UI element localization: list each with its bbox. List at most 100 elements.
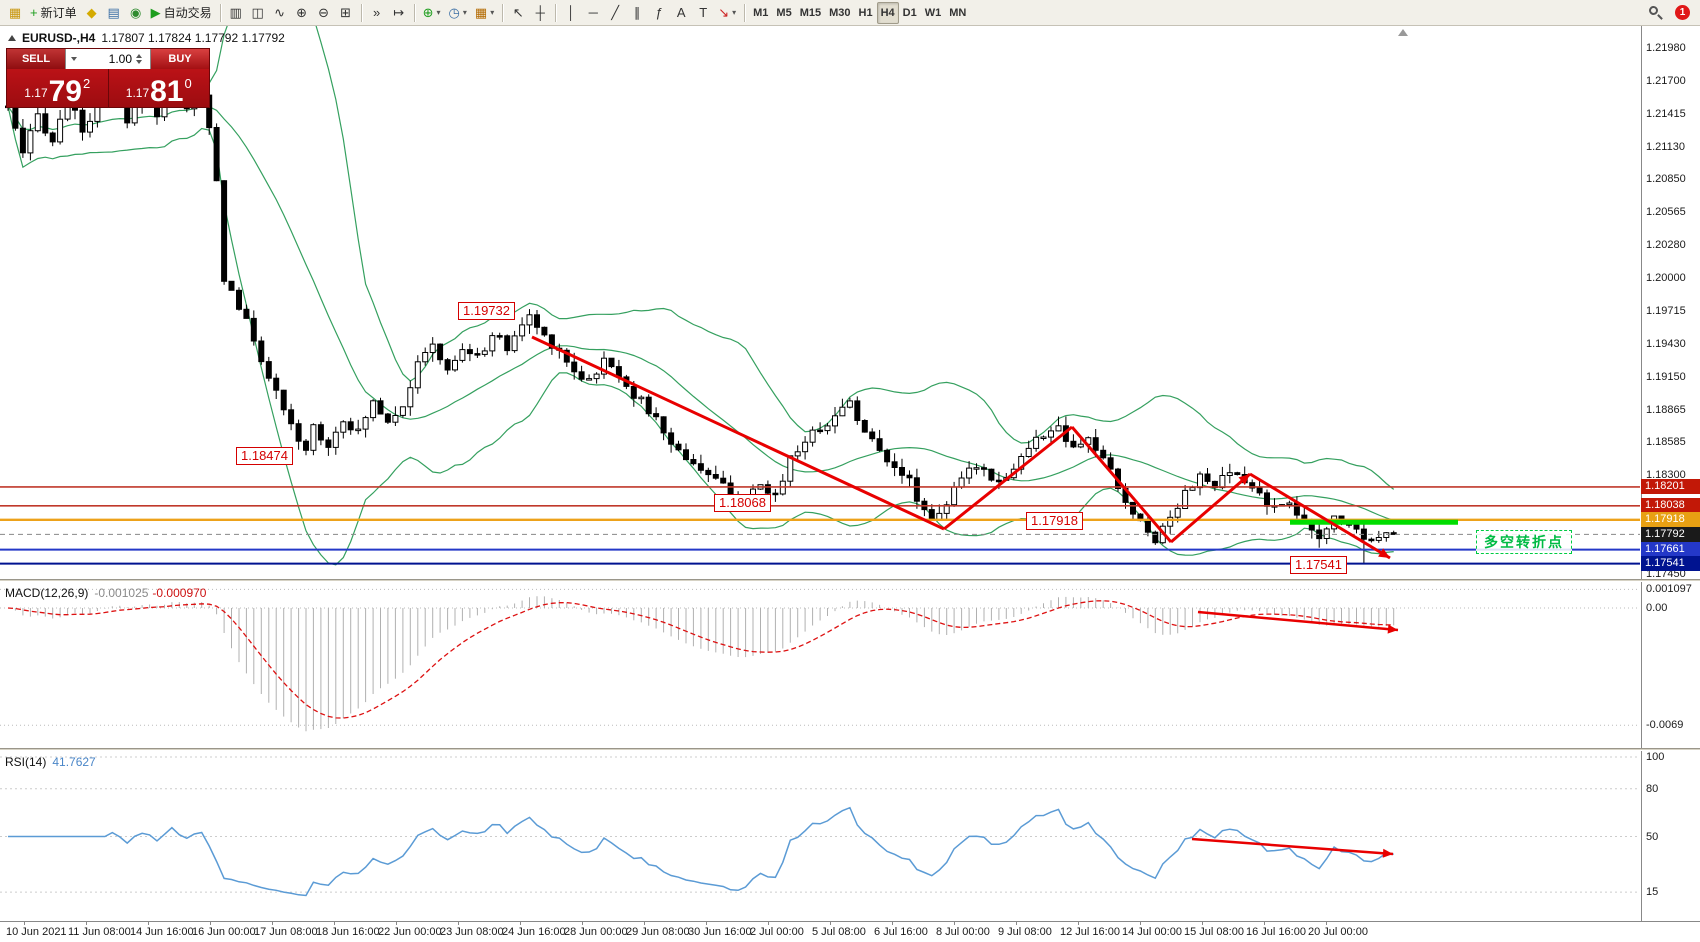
expand-triangle-icon[interactable] (8, 35, 16, 41)
equidistant-channel-icon-glyph-icon: ∥ (633, 5, 641, 20)
rsi-tick-label: 15 (1646, 886, 1659, 899)
price-tick-label: 1.20565 (1646, 206, 1686, 219)
price-callout[interactable]: 1.19732 (458, 302, 515, 320)
timeframe-m1-button[interactable]: M1 (749, 2, 772, 24)
ask-price-pips: 81 (150, 74, 184, 108)
crosshair-icon[interactable]: ┼ (529, 2, 551, 24)
autotrading-button[interactable]: ▶ 自动交易 (147, 2, 216, 24)
data-window-icon-glyph-icon: ◉ (129, 5, 142, 20)
rsi-line (8, 806, 1394, 897)
ask-price-display[interactable]: 1.17 81 0 (108, 69, 209, 108)
price-callout[interactable]: 1.17918 (1026, 512, 1083, 530)
buy-button[interactable]: BUY (151, 49, 209, 69)
vertical-line-icon[interactable]: │ (560, 2, 582, 24)
price-tag: 1.17792 (1641, 526, 1700, 542)
rsi-tick-label: 100 (1646, 751, 1665, 763)
templates-button[interactable]: ▦ ▾ (471, 2, 498, 24)
search-icon[interactable] (1645, 2, 1667, 24)
time-tick-mark (1140, 921, 1141, 925)
data-window-icon[interactable]: ◉ (125, 2, 147, 24)
indicators-button[interactable]: ⊕ ▾ (419, 2, 445, 24)
sell-button[interactable]: SELL (7, 49, 65, 69)
price-tick-label: 1.18585 (1646, 436, 1686, 449)
time-axis-border (0, 921, 1700, 922)
chart-shift-marker-icon[interactable] (1398, 29, 1408, 36)
cursor-icon[interactable]: ↖ (507, 2, 529, 24)
volume-decrease-button[interactable] (136, 60, 142, 64)
macd-canvas[interactable] (0, 582, 1640, 748)
price-chart-canvas[interactable] (0, 26, 1640, 580)
horizontal-level-lines (0, 486, 1640, 565)
price-callout[interactable]: 1.18474 (236, 447, 293, 465)
periods-button[interactable]: ◷ ▾ (445, 2, 471, 24)
zoom-out-icon[interactable]: ⊖ (313, 2, 335, 24)
notification-badge[interactable]: 1 (1675, 5, 1690, 20)
price-tick-label: 1.19150 (1646, 370, 1686, 383)
bid-price-display[interactable]: 1.17 79 2 (7, 69, 109, 107)
time-tick-label: 11 Jun 08:00 (68, 926, 131, 938)
bid-price-point: 2 (83, 76, 91, 91)
macd-tick-label: 0.00 (1646, 602, 1668, 614)
timeframe-m15-button[interactable]: M15 (796, 2, 825, 24)
panel-divider[interactable] (0, 579, 1700, 582)
horizontal-line-icon[interactable]: ─ (582, 2, 604, 24)
arrows-button[interactable]: ↘ ▾ (714, 2, 740, 24)
price-tick-label: 1.20850 (1646, 173, 1686, 186)
equidistant-channel-icon[interactable]: ∥ (626, 2, 648, 24)
chart-shift-icon[interactable]: ↦ (388, 2, 410, 24)
time-tick-mark (1078, 921, 1079, 925)
price-callout[interactable]: 1.17541 (1290, 556, 1347, 574)
expert-advisors-icon[interactable]: ◆ (81, 2, 103, 24)
price-tag: 1.17661 (1641, 542, 1700, 558)
timeframe-h1-button[interactable]: H1 (855, 2, 877, 24)
volume-input[interactable] (80, 52, 132, 66)
price-tick-label: 1.19430 (1646, 338, 1686, 351)
turning-point-annotation[interactable]: 多空转折点 (1476, 530, 1572, 554)
ohlc-values-label: 1.17807 1.17824 1.17792 1.17792 (101, 31, 285, 45)
rsi-canvas[interactable] (0, 751, 1640, 919)
price-tag: 1.18038 (1641, 498, 1700, 514)
toolbar-separator (360, 3, 362, 22)
chevron-down-icon: ▾ (462, 8, 467, 17)
time-tick-label: 10 Jun 2021 (6, 926, 67, 938)
new-chart-button[interactable]: ▦ (4, 2, 26, 24)
candlestick-chart-icon[interactable]: ◫ (247, 2, 269, 24)
macd-signal-line (7, 600, 1394, 719)
text-label-icon[interactable]: T (692, 2, 714, 24)
macd-main-value: -0.001025 (94, 586, 149, 600)
time-tick-mark (210, 921, 211, 925)
time-axis[interactable] (0, 922, 1700, 942)
price-callout[interactable]: 1.18068 (714, 494, 771, 512)
timeframe-h4-button[interactable]: H4 (876, 1, 899, 24)
fibonacci-icon[interactable]: ƒ (648, 2, 670, 24)
macd-name: MACD(12,26,9) (5, 586, 89, 600)
time-tick-mark (954, 921, 955, 925)
timeframe-mn-button[interactable]: MN (945, 2, 970, 24)
timeframe-m5-button[interactable]: M5 (772, 2, 795, 24)
tile-windows-icon[interactable]: ⊞ (335, 2, 357, 24)
time-tick-mark (1264, 921, 1265, 925)
timeframe-w1-button[interactable]: W1 (921, 2, 946, 24)
new-order-button[interactable]: + 新订单 (26, 2, 81, 24)
auto-scroll-icon[interactable]: » (366, 2, 388, 24)
time-tick-label: 16 Jul 16:00 (1246, 926, 1306, 938)
line-chart-icon[interactable]: ∿ (269, 2, 291, 24)
volume-field[interactable] (65, 49, 151, 69)
zoom-in-icon[interactable]: ⊕ (291, 2, 313, 24)
timeframe-m30-button[interactable]: M30 (825, 2, 854, 24)
bar-chart-icon[interactable]: ▥ (225, 2, 247, 24)
price-axis[interactable] (1642, 26, 1700, 921)
market-watch-icon[interactable]: ▤ (103, 2, 125, 24)
time-tick-mark (830, 921, 831, 925)
timeframe-m15-button-label: M15 (799, 6, 822, 19)
timeframe-d1-button[interactable]: D1 (899, 2, 921, 24)
trendline-icon[interactable]: ╱ (604, 2, 626, 24)
text-icon[interactable]: A (670, 2, 692, 24)
volume-increase-button[interactable] (136, 54, 142, 58)
time-tick-label: 8 Jul 00:00 (936, 926, 990, 938)
panel-divider[interactable] (0, 748, 1700, 751)
cursor-icon-glyph-icon: ↖ (512, 5, 524, 20)
volume-dropdown-icon[interactable] (71, 57, 77, 61)
magnifier-handle-icon (1657, 13, 1663, 20)
